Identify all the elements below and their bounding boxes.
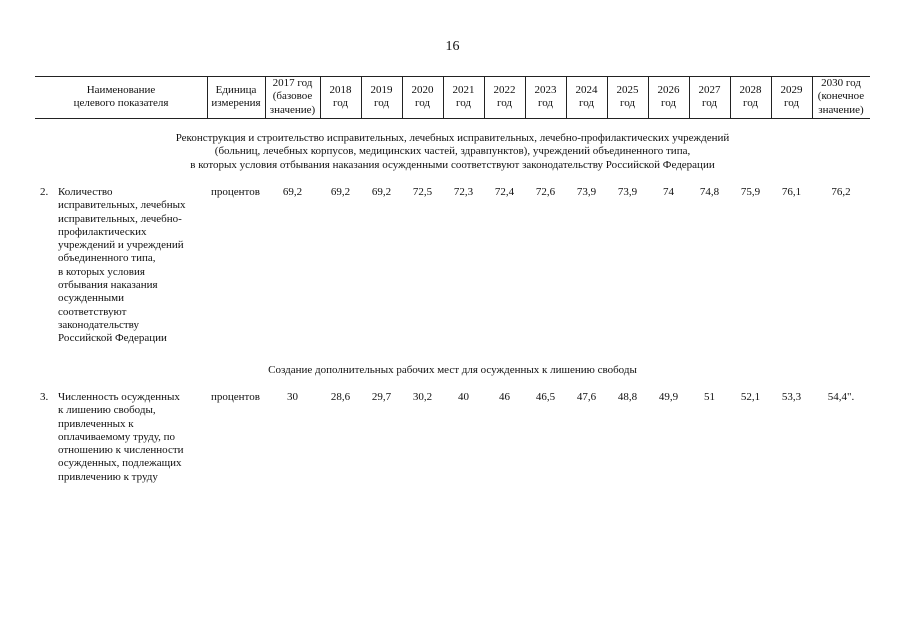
value: 72,3 — [453, 186, 474, 198]
header-divider — [207, 76, 208, 118]
header-cell: 2025 год — [616, 83, 639, 109]
page-number: 16 — [445, 39, 460, 54]
unit: процентов — [211, 391, 260, 403]
header-divider — [812, 76, 813, 118]
header-cell: 2021 год — [452, 83, 475, 109]
header-divider — [320, 76, 321, 118]
header-divider — [525, 76, 526, 118]
value: 46,5 — [535, 391, 556, 403]
header-cell: 2026 год — [657, 83, 680, 109]
value: 72,4 — [494, 186, 515, 198]
value: 46 — [499, 391, 510, 403]
value: 54,4". — [827, 391, 855, 403]
header-cell: 2017 год (базовое значение) — [269, 77, 316, 116]
value: 69,2 — [282, 186, 303, 198]
header-cell: 2020 год — [411, 83, 434, 109]
unit: процентов — [211, 186, 260, 198]
value: 75,9 — [740, 186, 761, 198]
value: 73,9 — [576, 186, 597, 198]
section-title: Создание дополнительных рабочих мест для… — [268, 364, 637, 376]
header-divider — [648, 76, 649, 118]
header-divider — [361, 76, 362, 118]
value: 69,2 — [371, 186, 392, 198]
header-cell: 2019 год — [370, 83, 393, 109]
indicator-name: Количество исправительных, лечебных испр… — [58, 186, 186, 345]
section-title: Реконструкция и строительство исправител… — [175, 132, 730, 171]
row-number: 3. — [40, 391, 49, 403]
header-divider — [484, 76, 485, 118]
value: 74 — [663, 186, 674, 198]
header-divider — [771, 76, 772, 118]
value: 73,9 — [617, 186, 638, 198]
row-number: 2. — [40, 186, 49, 198]
value: 51 — [704, 391, 715, 403]
header-cell: Наименование целевого показателя — [73, 83, 169, 109]
header-cell: 2030 год (конечное значение) — [817, 77, 865, 116]
value: 47,6 — [576, 391, 597, 403]
header-cell: 2024 год — [575, 83, 598, 109]
header-divider — [730, 76, 731, 118]
header-cell: 2028 год — [739, 83, 762, 109]
value: 69,2 — [330, 186, 351, 198]
value: 72,5 — [412, 186, 433, 198]
indicator-name: Численность осужденных к лишению свободы… — [58, 391, 184, 483]
header-cell: 2018 год — [329, 83, 352, 109]
header-cell: 2022 год — [493, 83, 516, 109]
header-divider — [689, 76, 690, 118]
value: 30,2 — [412, 391, 433, 403]
value: 28,6 — [330, 391, 351, 403]
header-cell: 2023 год — [534, 83, 557, 109]
value: 52,1 — [740, 391, 761, 403]
header-cell: Единица измерения — [211, 83, 261, 109]
value: 76,1 — [781, 186, 802, 198]
header-bottom-rule — [35, 118, 870, 119]
value: 74,8 — [699, 186, 720, 198]
header-cell: 2029 год — [780, 83, 803, 109]
header-divider — [607, 76, 608, 118]
value: 30 — [287, 391, 298, 403]
header-divider — [443, 76, 444, 118]
header-divider — [402, 76, 403, 118]
value: 48,8 — [617, 391, 638, 403]
value: 53,3 — [781, 391, 802, 403]
header-divider — [566, 76, 567, 118]
header-cell: 2027 год — [698, 83, 721, 109]
value: 29,7 — [371, 391, 392, 403]
value: 40 — [458, 391, 469, 403]
value: 76,2 — [831, 186, 851, 198]
value: 72,6 — [535, 186, 556, 198]
header-top-rule — [35, 76, 870, 77]
value: 49,9 — [658, 391, 679, 403]
header-divider — [265, 76, 266, 118]
